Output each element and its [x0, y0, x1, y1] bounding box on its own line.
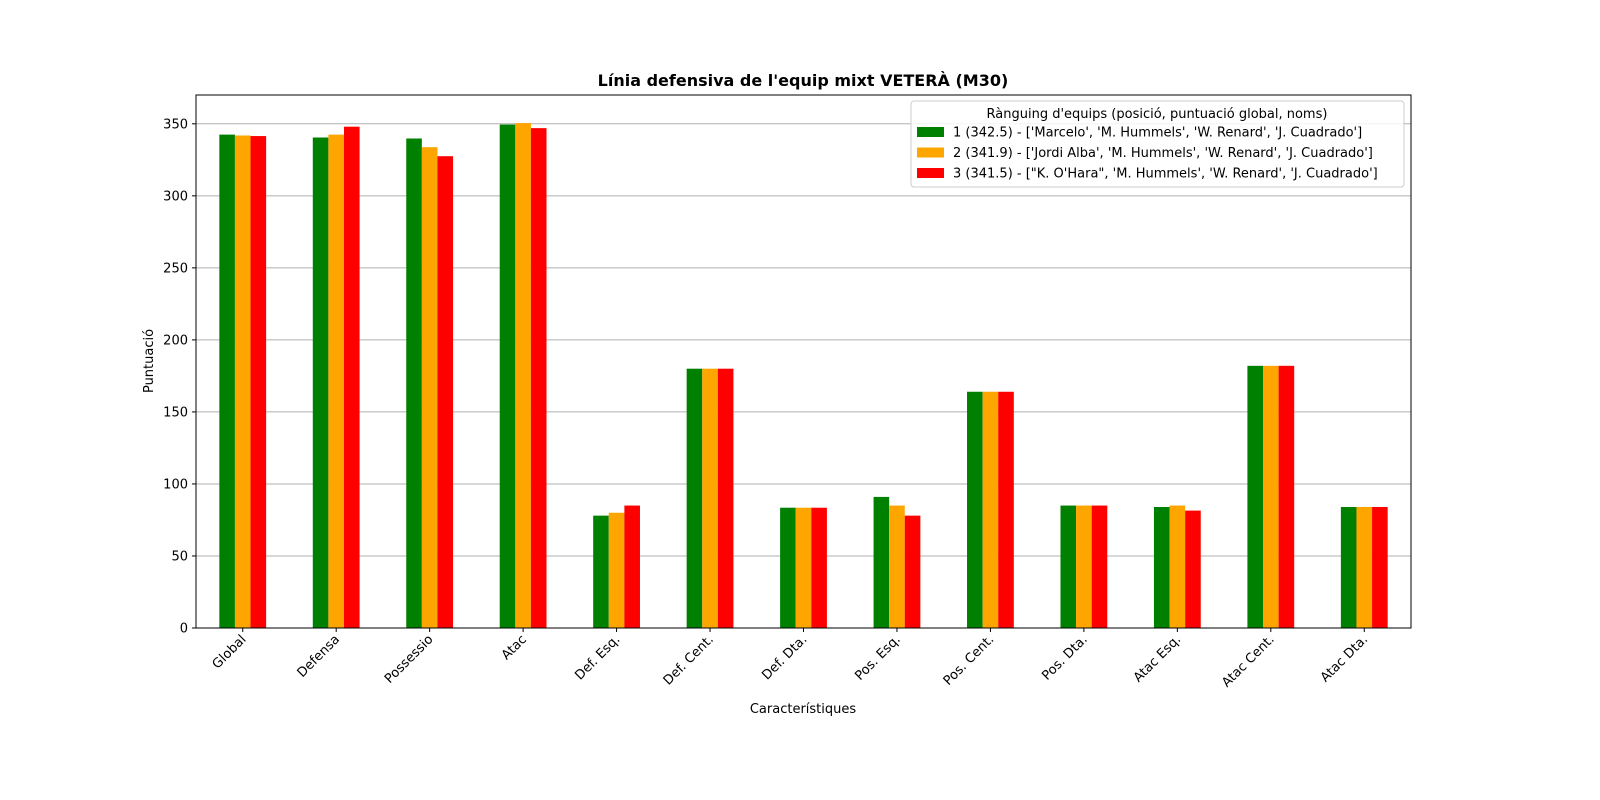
legend-entry: 2 (341.9) - ['Jordi Alba', 'M. Hummels',…: [953, 146, 1373, 161]
y-tick-label: 300: [163, 189, 188, 204]
bar-series-3: [1185, 510, 1201, 628]
grid-lines: [196, 123, 1411, 629]
bar-series-2: [702, 368, 718, 628]
bar-series-1: [873, 496, 890, 628]
bar-series-2: [1076, 505, 1092, 628]
bar-series-2: [421, 147, 438, 628]
bar-series-1: [1060, 505, 1077, 628]
y-axis-label: Puntuació: [142, 329, 157, 393]
bar-series-1: [1340, 506, 1357, 628]
x-tick-label: Pos. Cent.: [941, 632, 998, 689]
bar-series-1: [499, 124, 516, 629]
bar-series-1: [312, 137, 329, 628]
bar-series-2: [795, 507, 812, 628]
bar-series-1: [219, 134, 235, 628]
bar-series-2: [1263, 365, 1279, 628]
bar-series-3: [811, 507, 827, 628]
chart-title: Línia defensiva de l'equip mixt VETERÀ (…: [598, 71, 1009, 90]
bar-series-3: [717, 368, 734, 628]
bar-series-2: [515, 123, 531, 628]
legend-entry: 3 (341.5) - ["K. O'Hara", 'M. Hummels', …: [953, 167, 1378, 182]
x-tick-label: Atac Esq.: [1131, 632, 1184, 685]
y-tick-label: 200: [163, 333, 188, 348]
y-tick-label: 0: [180, 622, 188, 637]
bar-series-2: [328, 134, 344, 628]
bar-series-3: [250, 136, 267, 628]
bar-series-3: [904, 515, 921, 628]
legend-swatch: [917, 147, 944, 158]
x-tick-label: Defensa: [295, 632, 343, 680]
bar-series-3: [343, 126, 360, 628]
bar-series-2: [982, 391, 999, 628]
bar-series-3: [1278, 365, 1295, 628]
x-tick-label: Pos. Esq.: [852, 632, 903, 683]
bar-series-2: [889, 505, 905, 628]
bar-series-3: [530, 128, 547, 628]
legend: Rànguing d'equips (posició, puntuació gl…: [910, 100, 1405, 188]
bar-series-1: [686, 368, 703, 628]
x-tick-label: Def. Cent.: [661, 632, 717, 688]
legend-title: Rànguing d'equips (posició, puntuació gl…: [987, 107, 1328, 122]
bar-series-2: [1356, 506, 1373, 628]
bar-series-1: [593, 515, 609, 628]
bar-series-2: [1169, 505, 1186, 628]
y-tick-label: 50: [171, 549, 188, 564]
legend-box: [910, 100, 1405, 188]
x-tick-label: Atac: [499, 632, 530, 663]
bar-series-1: [406, 138, 422, 628]
bar-series-3: [437, 156, 454, 629]
x-tick-label: Global: [210, 632, 250, 672]
y-tick-label: 150: [163, 405, 188, 420]
legend-entry: 1 (342.5) - ['Marcelo', 'M. Hummels', 'W…: [953, 126, 1362, 141]
x-tick-label: Atac Dta.: [1318, 632, 1371, 685]
legend-swatch: [917, 168, 944, 178]
bar-series-3: [624, 505, 640, 628]
x-tick-label: Atac Cent.: [1219, 632, 1277, 690]
bar-series-1: [967, 391, 983, 628]
y-tick-label: 350: [163, 117, 188, 132]
y-axis: 0 50 100 150 200 250 300 350: [163, 117, 196, 637]
bar-series-1: [1153, 506, 1170, 628]
y-tick-label: 250: [163, 261, 188, 276]
x-tick-label: Def. Dta.: [759, 632, 810, 683]
legend-swatch: [917, 127, 944, 137]
bar-series-3: [1091, 505, 1108, 628]
x-tick-label: Pos. Dta.: [1039, 632, 1090, 683]
bar-series-3: [998, 391, 1014, 628]
bars-group: [219, 123, 1388, 629]
x-tick-label: Def. Esq.: [572, 632, 623, 683]
bar-series-1: [780, 507, 796, 628]
x-axis: Global Defensa Possessio Atac Def. Esq. Def. …: [210, 628, 1371, 691]
bar-series-2: [234, 135, 251, 628]
y-tick-label: 100: [163, 477, 188, 492]
bar-series-1: [1247, 365, 1264, 628]
x-axis-label: Característiques: [750, 702, 857, 717]
x-tick-label: Possessio: [382, 632, 436, 686]
bar-series-3: [1372, 506, 1388, 628]
bar-series-2: [608, 512, 625, 628]
